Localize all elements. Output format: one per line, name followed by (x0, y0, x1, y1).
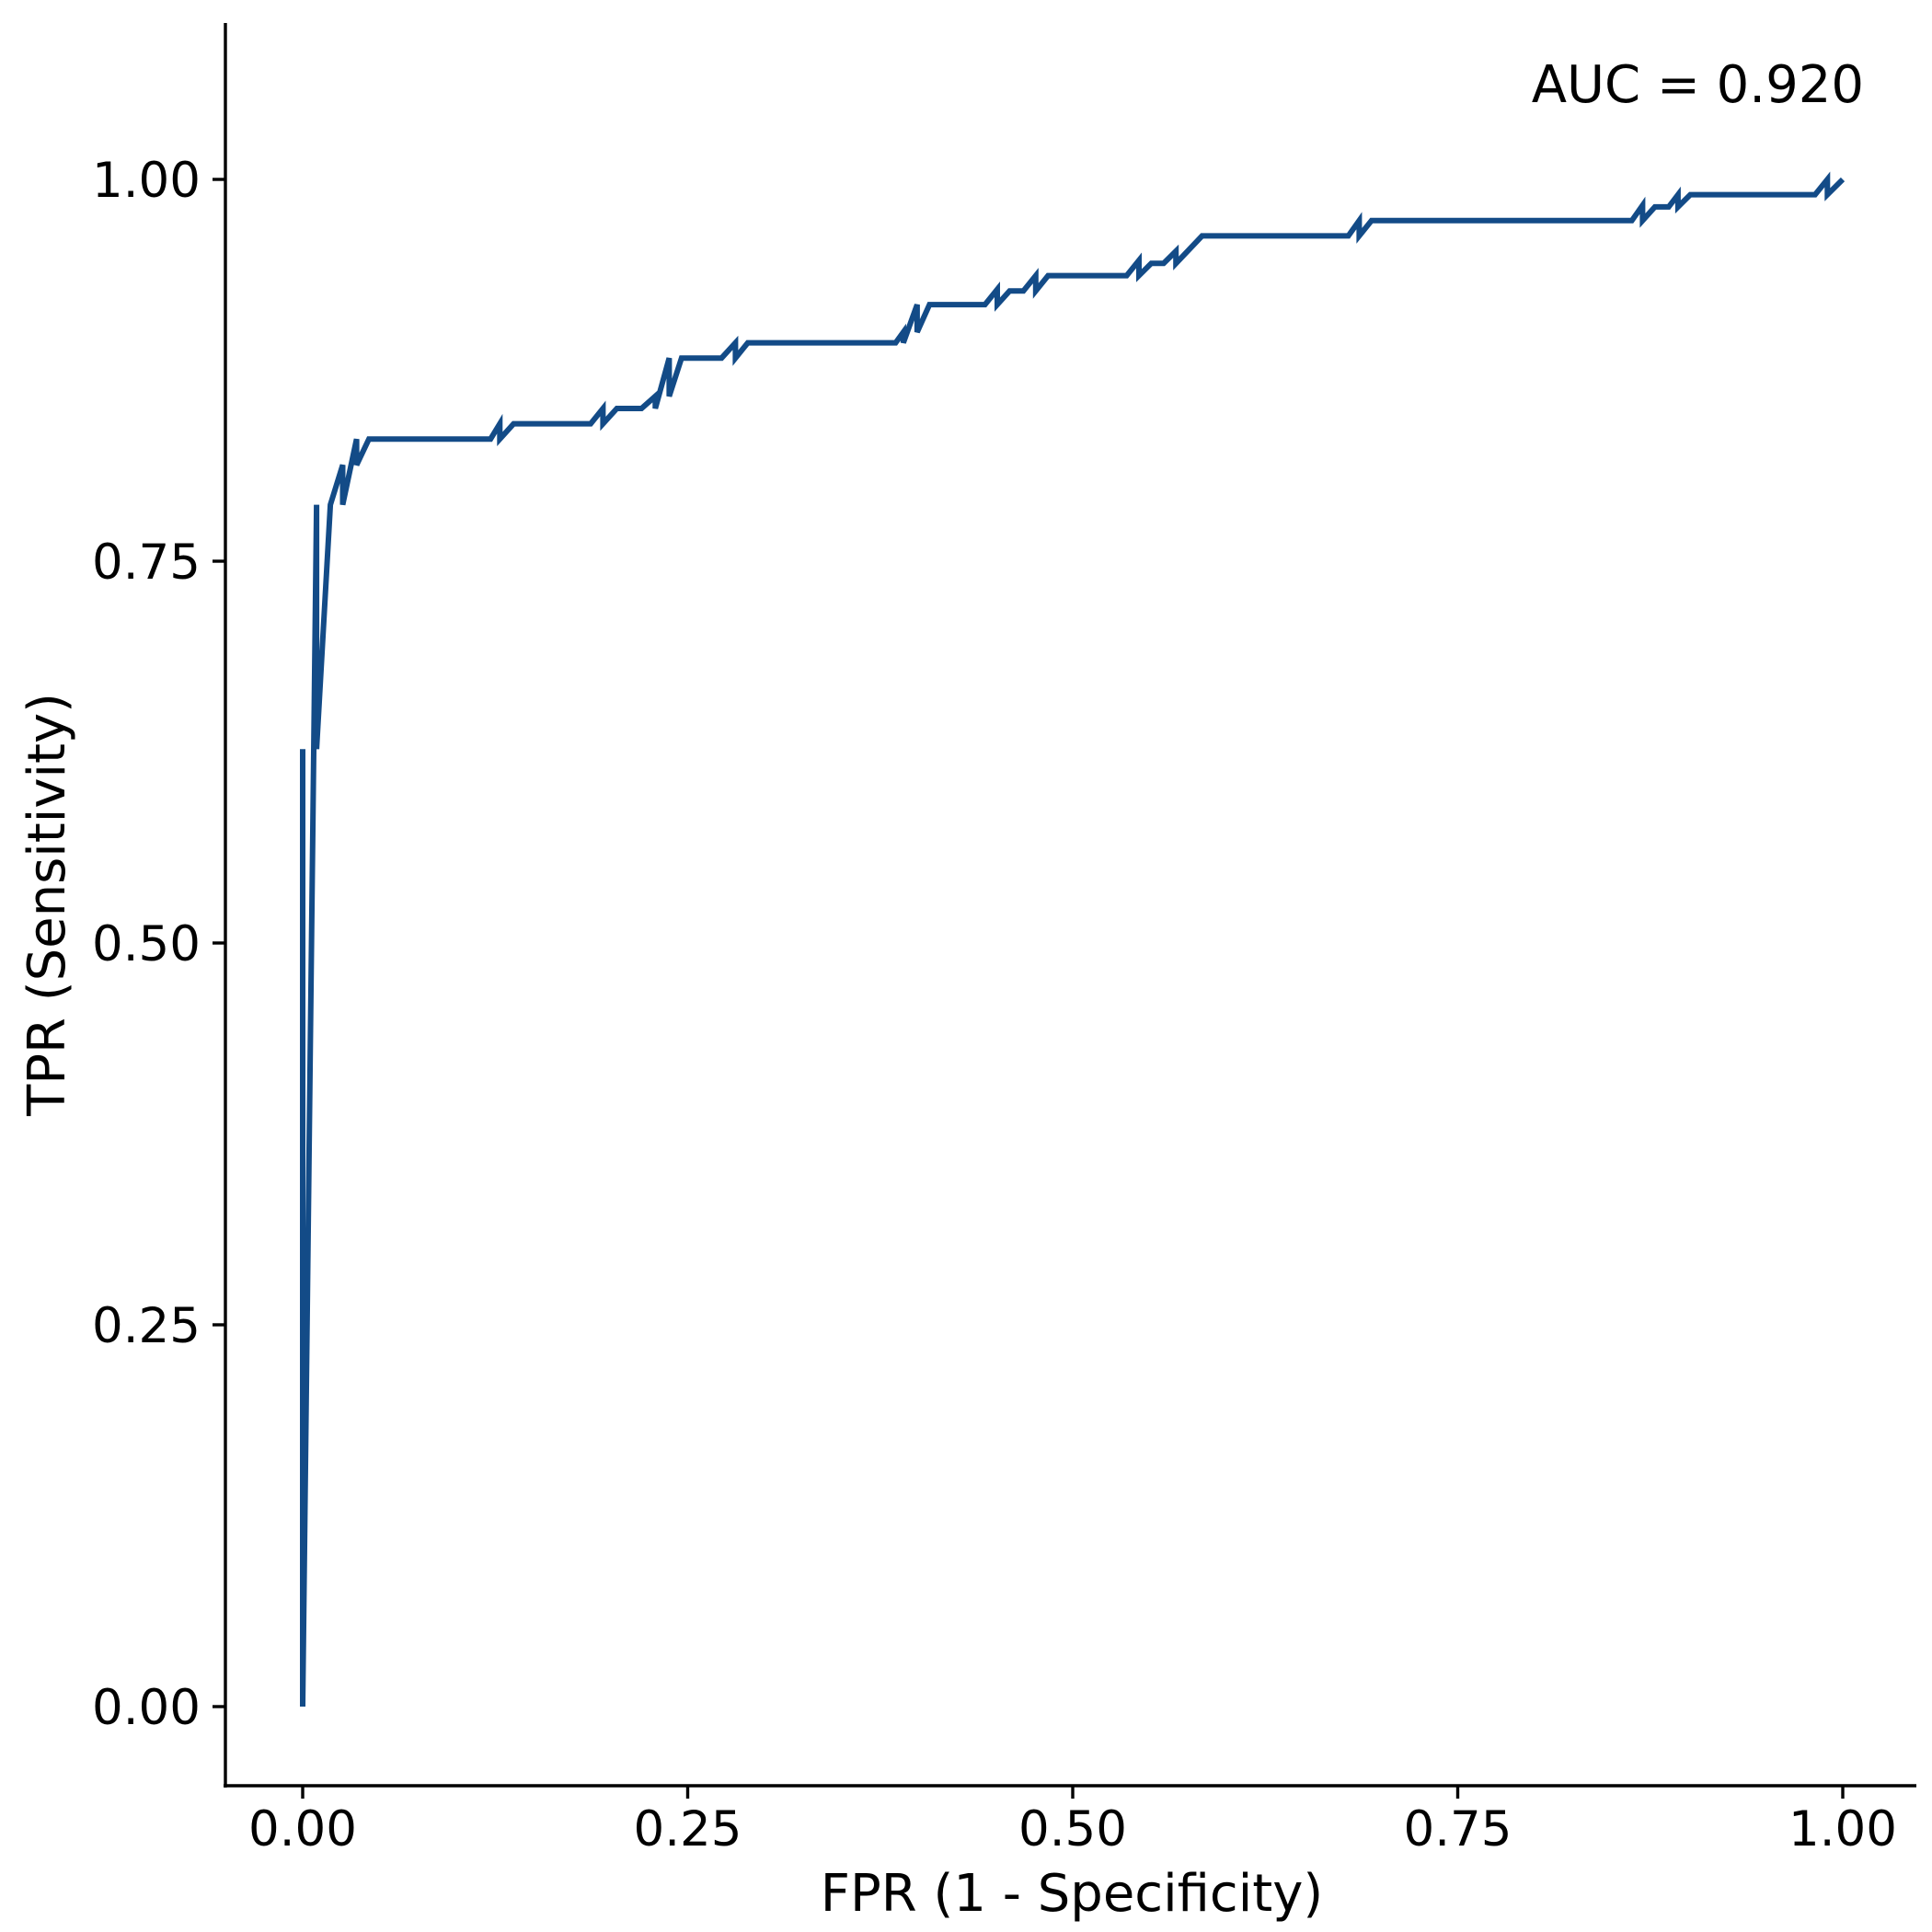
y-tick-label: 0.25 (92, 1298, 201, 1354)
x-axis-ticks: 0.00 0.25 0.50 0.75 1.00 (248, 1786, 1897, 1857)
y-tick-label: 1.00 (92, 153, 201, 209)
y-tick-label: 0.50 (92, 916, 201, 972)
x-axis-title: FPR (1 - Specificity) (821, 1864, 1323, 1924)
x-tick-label: 0.00 (248, 1801, 357, 1857)
x-tick-label: 0.75 (1403, 1801, 1512, 1857)
y-axis-title: TPR (Sensitivity) (17, 693, 77, 1117)
y-tick-label: 0.00 (92, 1680, 201, 1736)
y-tick-label: 0.75 (92, 535, 201, 591)
y-axis-ticks: 0.00 0.25 0.50 0.75 1.00 (92, 153, 225, 1736)
x-tick-label: 1.00 (1788, 1801, 1897, 1857)
x-tick-label: 0.25 (633, 1801, 742, 1857)
auc-annotation: AUC = 0.920 (1532, 55, 1864, 115)
roc-curve-line (300, 171, 1846, 1708)
x-tick-label: 0.50 (1018, 1801, 1127, 1857)
